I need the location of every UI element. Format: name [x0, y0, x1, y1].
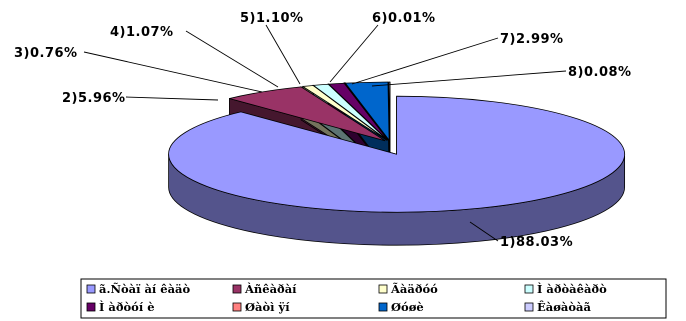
legend-label-8: Êàøàòàã	[537, 300, 591, 314]
legend-box	[80, 278, 667, 319]
slice-label-8: 8)0.08%	[568, 65, 632, 80]
legend-swatch-5	[86, 302, 96, 312]
legend-swatch-2	[232, 284, 242, 294]
legend-swatch-3	[378, 284, 388, 294]
slice-label-4: 4)1.07%	[110, 25, 174, 40]
slice-top-7	[344, 81, 390, 142]
leader-line-3	[83, 51, 263, 93]
slice-label-3: 3)0.76%	[14, 46, 78, 61]
legend-label-6: Øàòì ÿí	[245, 300, 290, 314]
legend-label-1: ã.Ñòàï àí êàäò	[99, 282, 191, 296]
leader-line-2	[125, 96, 219, 101]
leader-lines	[83, 24, 567, 242]
slice-top-4	[312, 83, 388, 141]
legend-label-3: Ãàäðóó	[390, 282, 438, 296]
pie-tops	[168, 81, 625, 213]
legend-label-2: Àñêàðàí	[244, 282, 297, 296]
legend-swatch-8	[524, 302, 534, 312]
slice-label-1: 1)88.03%	[500, 235, 573, 250]
slice-label-6: 6)0.01%	[372, 11, 436, 26]
slice-label-7: 7)2.99%	[500, 32, 564, 47]
leader-line-4	[185, 30, 279, 88]
legend-swatch-7	[378, 302, 388, 312]
leader-line-7	[351, 37, 499, 85]
leader-line-8	[371, 70, 567, 87]
leader-line-1	[469, 221, 499, 242]
slice-label-5: 5)1.10%	[240, 11, 304, 26]
legend-label-4: Ì àðòàêàðò	[537, 282, 607, 296]
slice-label-2: 2)5.96%	[62, 91, 126, 106]
legend-swatch-4	[524, 284, 534, 294]
leader-line-6	[329, 24, 379, 83]
legend-swatch-6	[232, 302, 242, 312]
slice-top-8	[388, 81, 391, 141]
legend-label-7: Øóøè	[391, 300, 424, 314]
legend-label-5: Ì àðòóí è	[99, 300, 155, 314]
legend-swatch-1	[86, 284, 96, 294]
slice-top-2	[229, 86, 386, 142]
slice-top-1	[168, 95, 625, 213]
leader-line-5	[265, 24, 301, 85]
slice-top-6	[343, 82, 389, 141]
